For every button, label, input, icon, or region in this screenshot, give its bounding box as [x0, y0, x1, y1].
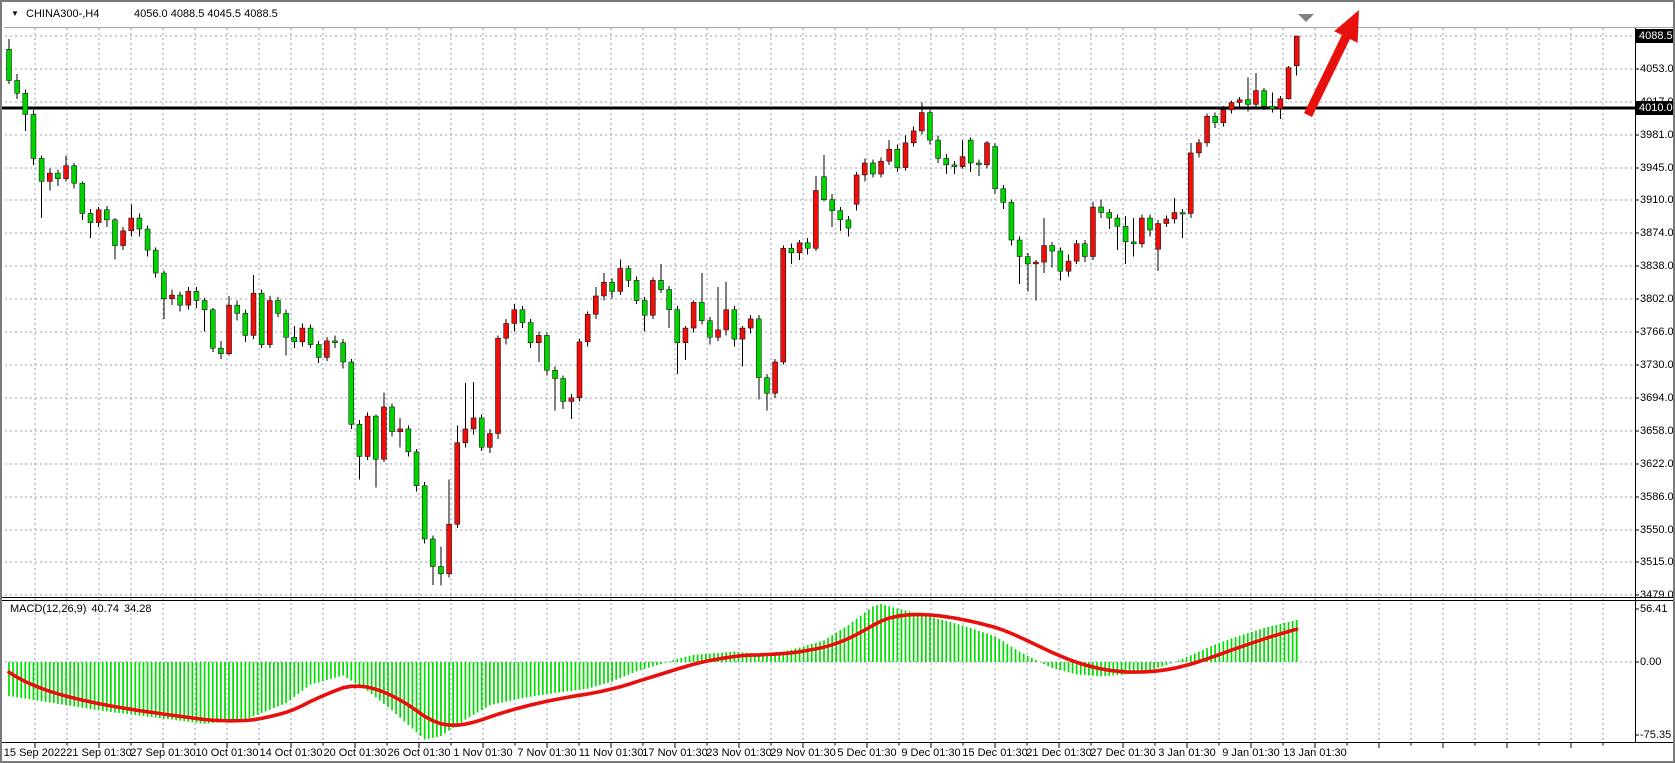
date-axis-label: 21 Sep 01:30: [66, 747, 132, 759]
axes-borders: [2, 27, 1673, 748]
date-axis-label: 27 Sep 01:30: [130, 747, 196, 759]
date-axis-label: 29 Nov 01:30: [770, 747, 836, 759]
symbol-period-label: CHINA300-,H4: [26, 8, 100, 20]
date-axis-label: 13 Jan 01:30: [1283, 747, 1347, 759]
macd-signal-line: [7, 612, 1299, 728]
price-axis-label: 3910.0: [1640, 193, 1674, 206]
date-axis-label: 3 Jan 01:30: [1158, 747, 1216, 759]
macd-axis-min: -75.35: [1640, 729, 1672, 741]
date-axis-label: 21 Dec 01:30: [1026, 747, 1092, 759]
date-axis-label: 9 Dec 01:30: [901, 747, 961, 759]
date-axis-label: 26 Oct 01:30: [387, 747, 451, 759]
price-axis-label: 3945.0: [1640, 161, 1674, 174]
grid: [5, 28, 1635, 742]
macd-indicator-label: MACD(12,26,9) 40.74 34.28: [10, 603, 156, 615]
date-axis-label: 10 Oct 01:30: [195, 747, 259, 759]
price-axis-label: 3550.0: [1640, 523, 1674, 536]
date-axis-label: 5 Dec 01:30: [837, 747, 897, 759]
date-axis-label: 20 Oct 01:30: [323, 747, 387, 759]
macd-signal-value: 34.28: [123, 603, 152, 615]
candles-layer: [2, 35, 1635, 586]
price-axis-label: 3515.0: [1640, 555, 1674, 568]
current-price-badge: 4088.5: [1636, 29, 1673, 43]
chart-header: ▼ CHINA300-,H4 4056.0 4088.5 4045.5 4088…: [2, 5, 1673, 27]
price-axis-label: 3658.0: [1640, 424, 1674, 437]
macd-axis-zero: 0.00: [1640, 656, 1662, 668]
chart-shift-marker-icon[interactable]: [1298, 14, 1314, 22]
macd-main-value: 40.74: [91, 603, 119, 615]
date-axis-label: 15 Sep 2022: [3, 747, 67, 759]
price-axis-label: 3874.0: [1640, 226, 1674, 239]
date-axis-label: 23 Nov 01:30: [706, 747, 772, 759]
date-axis-label: 17 Nov 01:30: [642, 747, 708, 759]
date-axis-label: 11 Nov 01:30: [578, 747, 644, 759]
symbol-dropdown-icon[interactable]: ▼: [11, 9, 19, 18]
price-axis-label: 3981.0: [1640, 128, 1674, 141]
macd-layer: [7, 603, 1299, 740]
price-axis-label: 3622.0: [1640, 457, 1674, 470]
trend-arrow-annotation[interactable]: [1304, 10, 1359, 117]
price-axis-label: 3694.0: [1640, 391, 1674, 404]
date-axis-label: 1 Nov 01:30: [453, 747, 513, 759]
price-axis-label: 3479.0: [1640, 588, 1674, 601]
macd-axis-max: 56.41: [1640, 603, 1668, 615]
price-axis-label: 3766.0: [1640, 325, 1674, 338]
ohlc-values-label: 4056.0 4088.5 4045.5 4088.5: [134, 8, 278, 20]
date-axis-label: 9 Jan 01:30: [1222, 747, 1280, 759]
price-axis-label: 3730.0: [1640, 358, 1674, 371]
macd-name: MACD(12,26,9): [10, 603, 87, 615]
date-axis-label: 14 Oct 01:30: [259, 747, 323, 759]
price-axis-label: 3586.0: [1640, 490, 1674, 503]
price-axis-label: 3802.0: [1640, 292, 1674, 305]
price-axis-label: 3838.0: [1640, 259, 1674, 272]
date-axis-label: 7 Nov 01:30: [517, 747, 577, 759]
price-axis-label: 4053.0: [1640, 62, 1674, 75]
date-axis-label: 15 Dec 01:30: [962, 747, 1028, 759]
hline-price-badge: 4010.0: [1636, 101, 1673, 115]
date-axis-label: 27 Dec 01:30: [1090, 747, 1156, 759]
